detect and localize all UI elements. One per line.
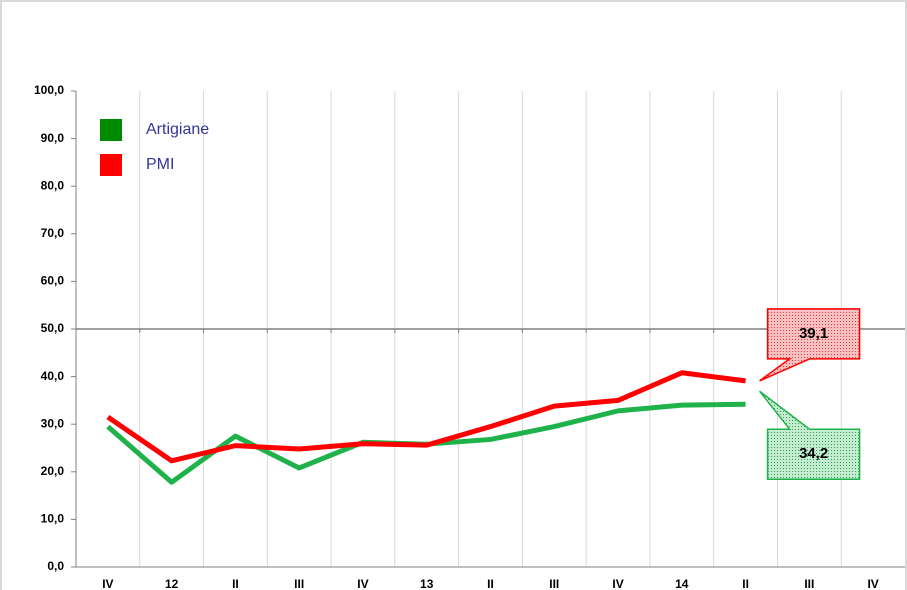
data-label: 39,1	[799, 325, 828, 342]
callout	[758, 390, 861, 480]
x-tick-label: III	[804, 577, 814, 590]
data-label: 34,2	[799, 445, 828, 462]
x-tick-label: 13	[420, 577, 434, 590]
legend-label: PMI	[146, 156, 174, 173]
y-tick-label: 0,0	[47, 559, 64, 573]
x-tick-label: IV	[102, 577, 113, 590]
x-tick-label: II	[487, 577, 494, 590]
x-tick-label: IV	[867, 577, 878, 590]
series-line	[106, 370, 746, 464]
y-tick-label: 100,0	[34, 83, 64, 97]
y-tick-label: 20,0	[41, 464, 65, 478]
x-tick-label: II	[742, 577, 749, 590]
y-tick-label: 50,0	[41, 321, 65, 335]
y-tick-label: 90,0	[41, 131, 65, 145]
y-tick-label: 60,0	[41, 274, 65, 288]
x-tick-label: IV	[612, 577, 623, 590]
legend-swatch	[100, 119, 122, 141]
x-tick-label: 12	[165, 577, 179, 590]
x-tick-label: IV	[357, 577, 368, 590]
y-tick-label: 70,0	[41, 226, 65, 240]
y-tick-label: 80,0	[41, 178, 65, 192]
callout	[759, 308, 861, 382]
x-tick-label: III	[294, 577, 304, 590]
y-tick-label: 40,0	[41, 369, 65, 383]
y-tick-label: 10,0	[41, 512, 65, 526]
legend-swatch	[100, 154, 122, 176]
x-tick-label: II	[232, 577, 239, 590]
y-tick-label: 30,0	[41, 416, 65, 430]
x-tick-label: 14	[675, 577, 689, 590]
legend-label: Artigiane	[146, 121, 209, 138]
x-tick-label: III	[549, 577, 559, 590]
